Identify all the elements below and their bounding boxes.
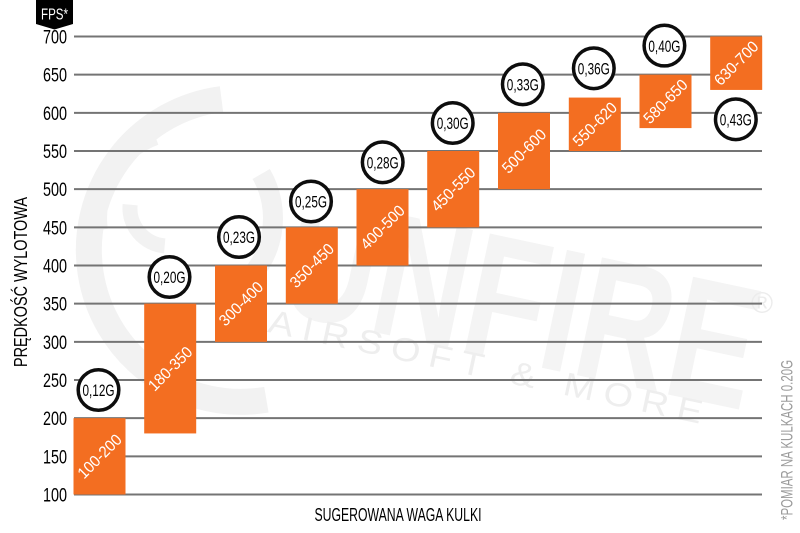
svg-text:250: 250 [43,371,67,392]
svg-text:300: 300 [43,333,67,354]
svg-text:0,23G: 0,23G [223,228,255,247]
svg-text:700: 700 [43,28,67,49]
svg-text:100: 100 [43,486,67,507]
svg-text:®: ® [751,287,773,320]
svg-text:150: 150 [43,447,67,468]
svg-text:0,28G: 0,28G [367,154,399,173]
svg-text:650: 650 [43,66,67,87]
svg-text:550: 550 [43,142,67,163]
svg-text:200: 200 [43,409,67,430]
svg-text:SUGEROWANA WAGA KULKI: SUGEROWANA WAGA KULKI [315,505,482,525]
svg-text:0,43G: 0,43G [720,111,752,130]
svg-text:350: 350 [43,295,67,316]
svg-text:0,20G: 0,20G [154,268,186,287]
svg-text:0,25G: 0,25G [295,193,327,212]
svg-text:600: 600 [43,104,67,125]
svg-text:0,33G: 0,33G [507,76,539,95]
svg-text:0,40G: 0,40G [648,37,680,56]
svg-text:PRĘDKOŚĆ WYLOTOWA: PRĘDKOŚĆ WYLOTOWA [10,197,31,367]
svg-text:0,30G: 0,30G [437,114,469,133]
svg-text:*POMIAR NA KULKACH 0.20G: *POMIAR NA KULKACH 0.20G [778,360,797,520]
svg-text:0,12G: 0,12G [83,381,115,400]
svg-text:0,36G: 0,36G [578,60,610,79]
svg-text:500: 500 [43,180,67,201]
svg-text:450: 450 [43,218,67,239]
svg-text:400: 400 [43,257,67,278]
svg-text:FPS*: FPS* [41,7,68,24]
